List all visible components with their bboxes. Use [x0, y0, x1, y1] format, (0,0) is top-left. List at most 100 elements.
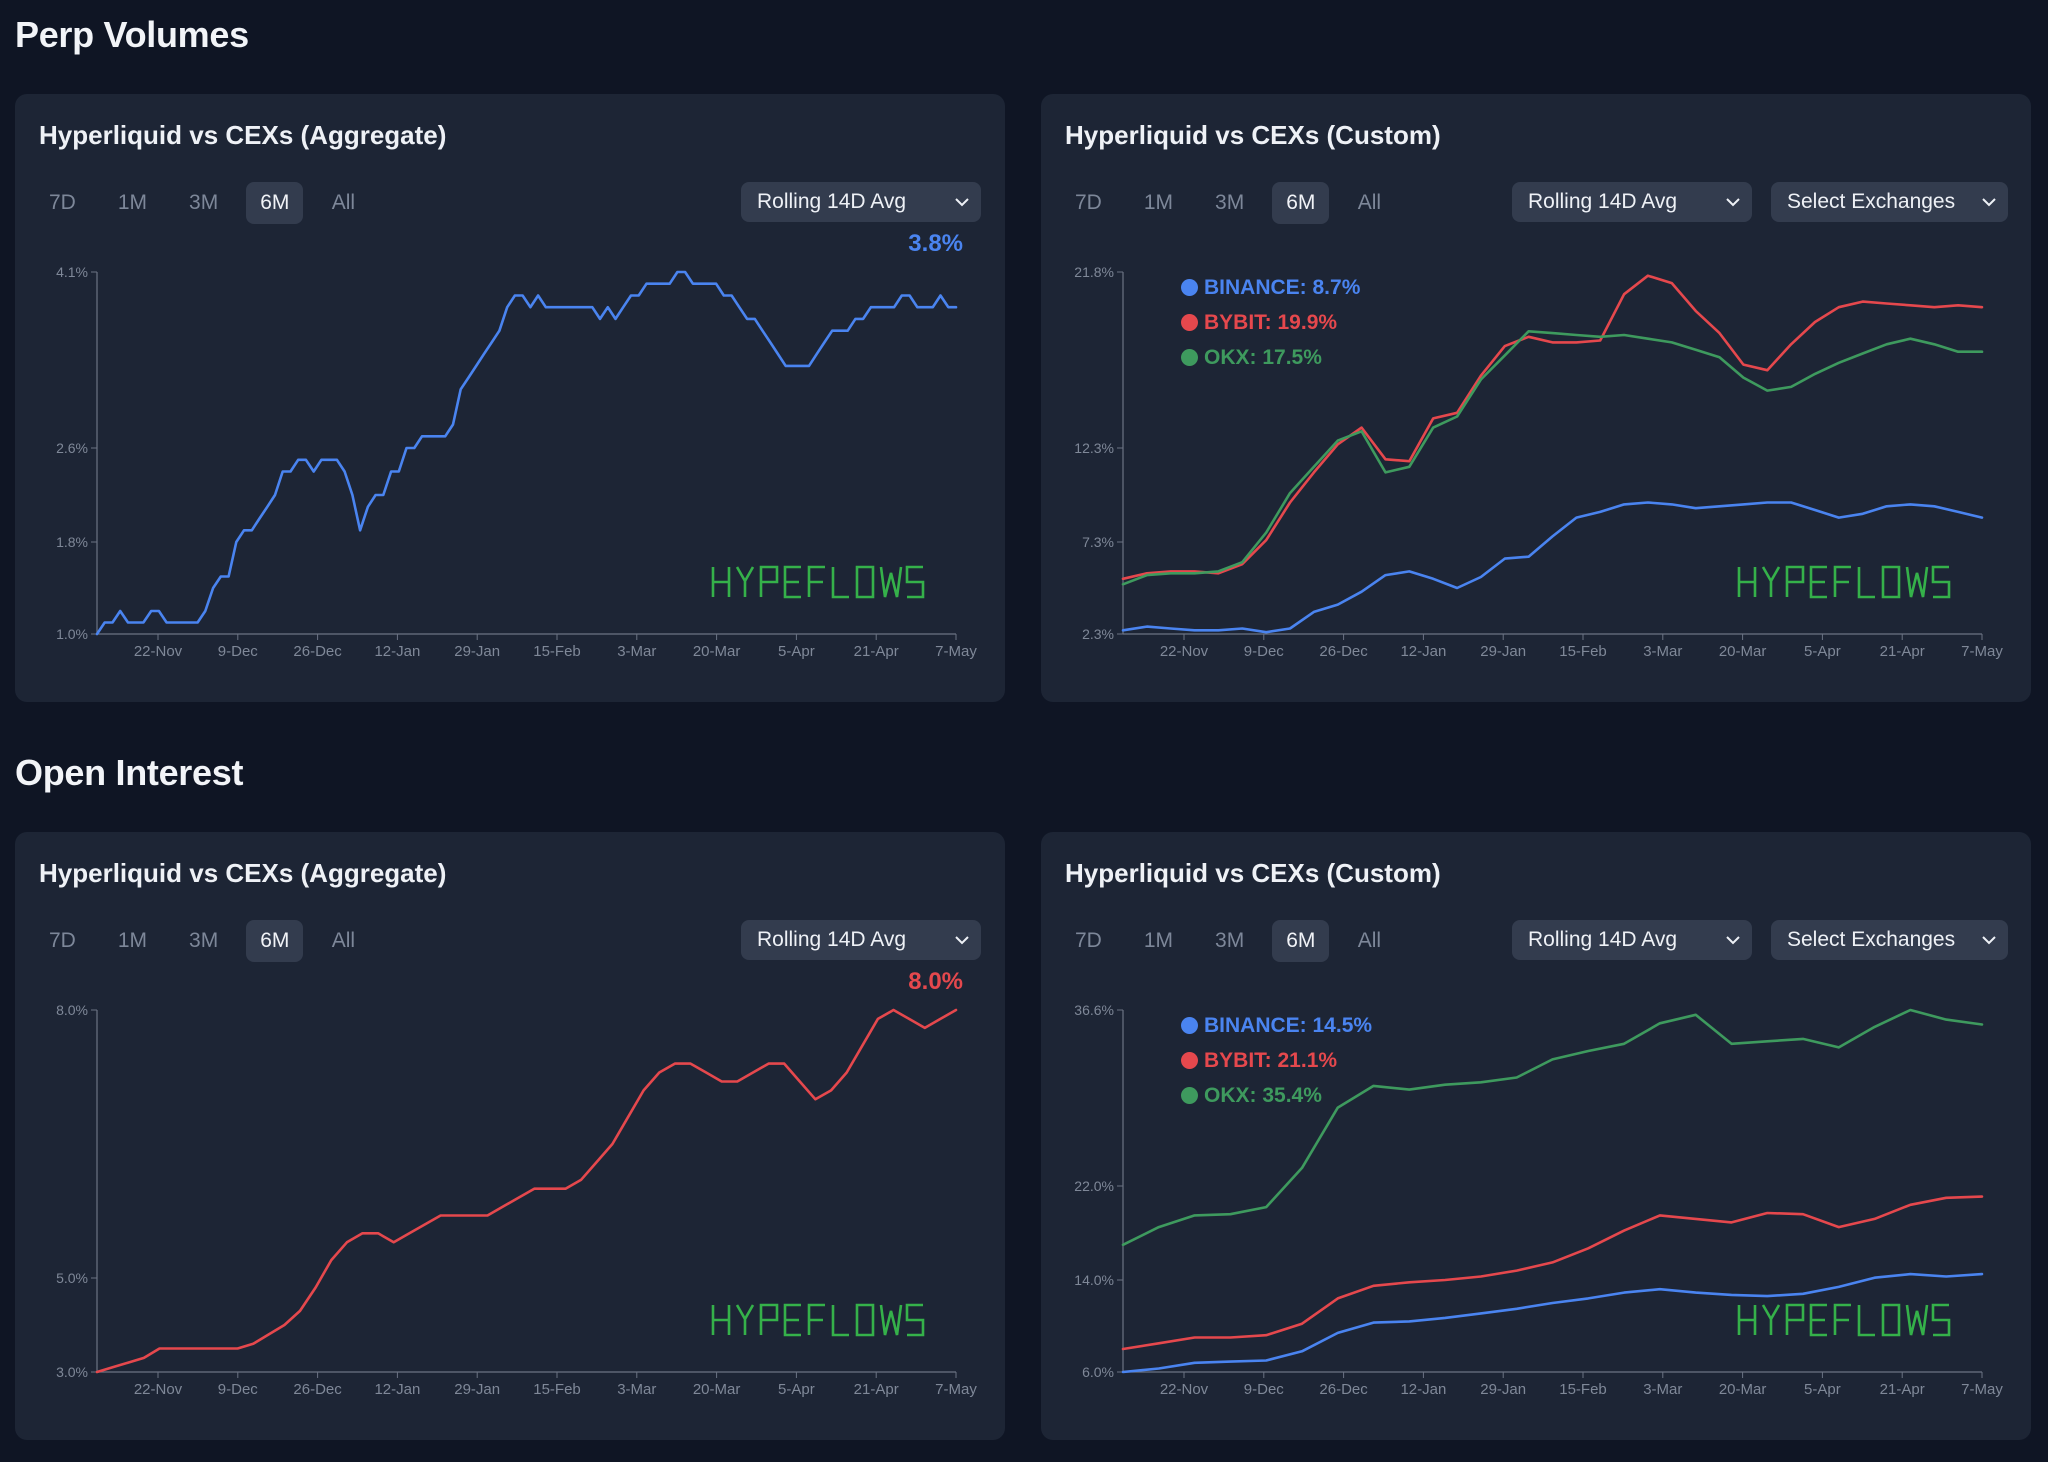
- legend-dot-icon: [1181, 279, 1198, 296]
- x-tick-label: 3-Mar: [1643, 1381, 1682, 1398]
- time-range-tabs: 7D 1M 3M 6M All: [35, 920, 369, 962]
- legend-item[interactable]: BYBIT: 19.9%: [1181, 305, 1360, 340]
- tab-all[interactable]: All: [1357, 191, 1382, 214]
- card-title: Hyperliquid vs CEXs (Custom): [1065, 858, 1441, 888]
- tab-1m[interactable]: 1M: [1143, 191, 1174, 214]
- legend-label: BYBIT: 21.1%: [1204, 1048, 1338, 1072]
- chevron-down-icon: [1982, 936, 1996, 945]
- tab-3m[interactable]: 3M: [1215, 929, 1245, 952]
- rolling-avg-dropdown[interactable]: Rolling 14D Avg: [1512, 920, 1752, 960]
- card-title: Hyperliquid vs CEXs (Aggregate): [39, 120, 447, 150]
- x-tick-label: 26-Dec: [293, 1381, 342, 1398]
- tab-6m[interactable]: 6M: [1272, 920, 1330, 962]
- y-tick-label: 22.0%: [1074, 1178, 1114, 1194]
- legend-dot-icon: [1181, 1017, 1198, 1034]
- x-tick-label: 3-Mar: [1643, 643, 1682, 660]
- x-tick-label: 21-Apr: [1880, 1381, 1925, 1398]
- rolling-avg-label: Rolling 14D Avg: [1528, 928, 1678, 951]
- current-share-value: 3.8%: [908, 230, 963, 257]
- x-tick-label: 22-Nov: [134, 643, 183, 660]
- tab-1m[interactable]: 1M: [1143, 929, 1174, 952]
- tab-3m[interactable]: 3M: [189, 929, 219, 952]
- y-tick-label: 6.0%: [1082, 1364, 1114, 1380]
- x-tick-label: 5-Apr: [778, 1381, 815, 1398]
- tab-1m[interactable]: 1M: [117, 191, 148, 214]
- chevron-down-icon: [1726, 198, 1740, 207]
- legend-item[interactable]: BINANCE: 8.7%: [1181, 270, 1360, 305]
- legend-item[interactable]: OKX: 17.5%: [1181, 340, 1360, 375]
- hyperflows-logo: [1737, 1303, 1951, 1337]
- chart-legend: BINANCE: 8.7% BYBIT: 19.9% OKX: 17.5%: [1181, 270, 1360, 375]
- rolling-avg-dropdown[interactable]: Rolling 14D Avg: [741, 920, 981, 960]
- tab-3m[interactable]: 3M: [189, 191, 219, 214]
- tab-6m[interactable]: 6M: [1272, 182, 1330, 224]
- time-range-tabs: 7D 1M 3M 6M All: [35, 182, 369, 224]
- rolling-avg-label: Rolling 14D Avg: [757, 928, 907, 951]
- legend-dot-icon: [1181, 1052, 1198, 1069]
- current-share-value: 8.0%: [908, 968, 963, 995]
- x-tick-label: 9-Dec: [1244, 643, 1285, 660]
- x-tick-label: 15-Feb: [533, 1381, 581, 1398]
- y-tick-label: 8.0%: [56, 1002, 88, 1018]
- series-line-bybit: [1121, 1195, 1984, 1351]
- x-tick-label: 15-Feb: [1559, 643, 1607, 660]
- tab-all[interactable]: All: [331, 929, 356, 952]
- x-tick-label: 5-Apr: [778, 643, 815, 660]
- tab-6m[interactable]: 6M: [246, 920, 304, 962]
- rolling-avg-label: Rolling 14D Avg: [757, 190, 907, 213]
- rolling-avg-dropdown[interactable]: Rolling 14D Avg: [741, 182, 981, 222]
- x-tick-label: 7-May: [935, 643, 977, 660]
- x-tick-label: 20-Mar: [1719, 643, 1767, 660]
- x-tick-label: 7-May: [1961, 643, 2003, 660]
- y-tick-label: 12.3%: [1074, 440, 1114, 456]
- legend-item[interactable]: BYBIT: 21.1%: [1181, 1043, 1372, 1078]
- y-tick-label: 21.8%: [1074, 264, 1114, 280]
- x-tick-label: 12-Jan: [374, 1381, 420, 1398]
- y-tick-label: 2.6%: [56, 440, 88, 456]
- y-tick-label: 5.0%: [56, 1270, 88, 1286]
- x-tick-label: 15-Feb: [533, 643, 581, 660]
- x-tick-label: 15-Feb: [1559, 1381, 1607, 1398]
- x-tick-label: 9-Dec: [1244, 1381, 1285, 1398]
- legend-item[interactable]: OKX: 35.4%: [1181, 1078, 1372, 1113]
- x-tick-label: 22-Nov: [1160, 1381, 1209, 1398]
- card-title: Hyperliquid vs CEXs (Aggregate): [39, 858, 447, 888]
- y-tick-label: 1.8%: [56, 534, 88, 550]
- series-line-hyperliquid: [95, 1008, 958, 1374]
- perp-volumes-aggregate-card: 4.1% 2.6% 1.8% 1.0% 22-Nov 9-Dec 26-Dec 12-Jan 2…: [15, 94, 1005, 702]
- time-range-tabs: 7D 1M 3M 6M All: [1061, 920, 1395, 962]
- select-exchanges-dropdown[interactable]: Select Exchanges: [1771, 920, 2008, 960]
- series-line-binance: [1121, 1272, 1984, 1374]
- legend-label: OKX: 35.4%: [1204, 1083, 1322, 1107]
- x-tick-label: 5-Apr: [1804, 643, 1841, 660]
- tab-all[interactable]: All: [1357, 929, 1382, 952]
- tab-7d[interactable]: 7D: [49, 191, 76, 214]
- tab-7d[interactable]: 7D: [1075, 191, 1102, 214]
- legend-dot-icon: [1181, 1087, 1198, 1104]
- x-tick-label: 7-May: [935, 1381, 977, 1398]
- y-tick-label: 36.6%: [1074, 1002, 1114, 1018]
- tab-3m[interactable]: 3M: [1215, 191, 1245, 214]
- tab-6m[interactable]: 6M: [246, 182, 304, 224]
- tab-1m[interactable]: 1M: [117, 929, 148, 952]
- x-tick-label: 29-Jan: [1480, 643, 1526, 660]
- legend-item[interactable]: BINANCE: 14.5%: [1181, 1008, 1372, 1043]
- chevron-down-icon: [955, 936, 969, 945]
- y-tick-label: 2.3%: [1082, 626, 1114, 642]
- hyperflows-logo: [711, 1303, 925, 1337]
- rolling-avg-dropdown[interactable]: Rolling 14D Avg: [1512, 182, 1752, 222]
- hyperflows-logo: [711, 565, 925, 599]
- select-exchanges-dropdown[interactable]: Select Exchanges: [1771, 182, 2008, 222]
- section-title-perp-volumes: Perp Volumes: [15, 14, 249, 55]
- x-tick-label: 21-Apr: [854, 643, 899, 660]
- x-tick-label: 29-Jan: [1480, 1381, 1526, 1398]
- tab-all[interactable]: All: [331, 191, 356, 214]
- x-tick-label: 7-May: [1961, 1381, 2003, 1398]
- tab-7d[interactable]: 7D: [1075, 929, 1102, 952]
- legend-label: OKX: 17.5%: [1204, 345, 1322, 369]
- x-tick-label: 26-Dec: [1319, 643, 1368, 660]
- x-tick-label: 29-Jan: [454, 643, 500, 660]
- series-line-hyperliquid: [95, 270, 958, 636]
- tab-7d[interactable]: 7D: [49, 929, 76, 952]
- x-tick-label: 12-Jan: [1400, 643, 1446, 660]
